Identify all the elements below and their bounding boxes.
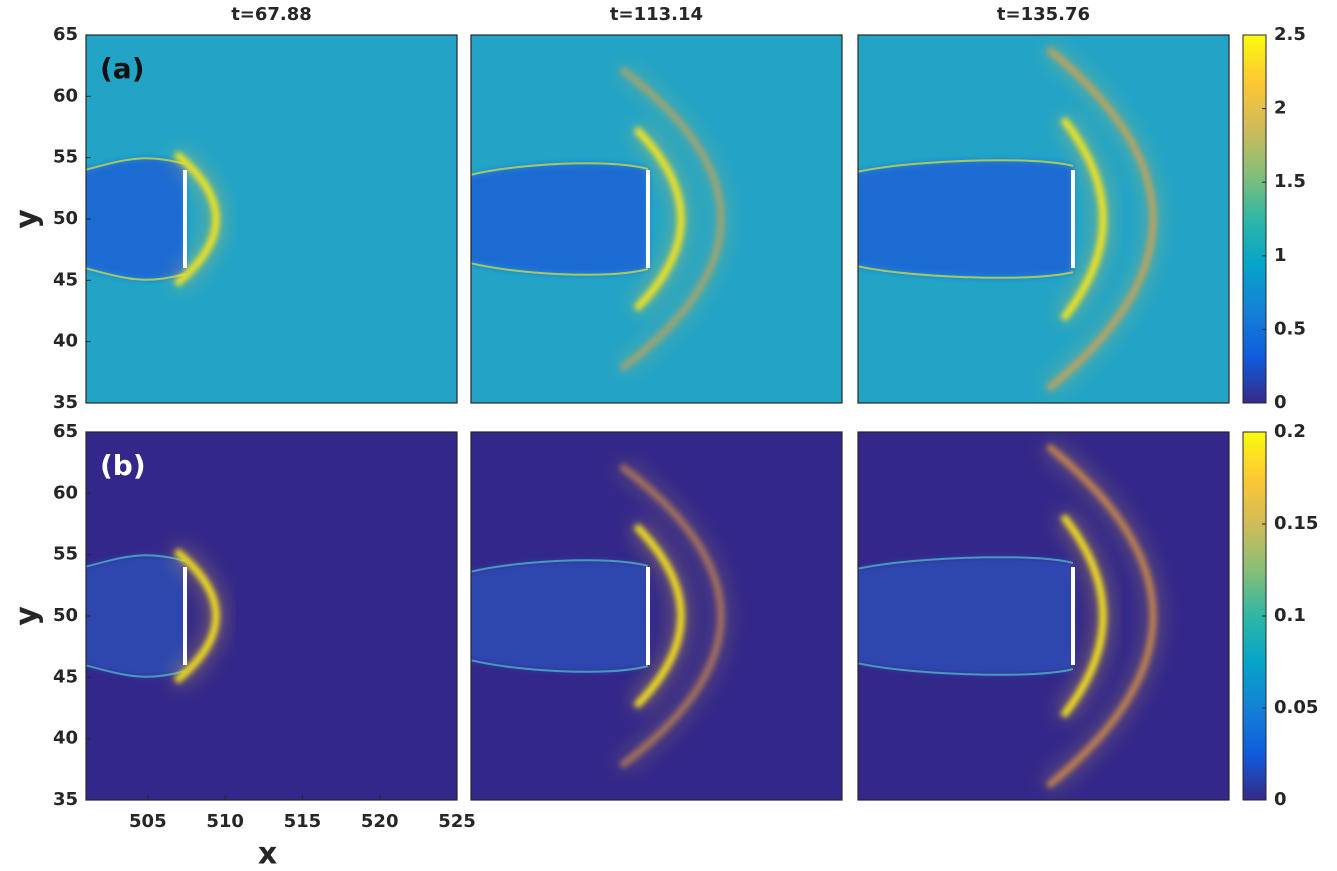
wavefront — [633, 523, 685, 709]
colorbar — [1242, 34, 1267, 404]
y-tick-label: 55 — [53, 147, 78, 168]
wavefront — [1060, 513, 1107, 719]
y-tick-label: 60 — [53, 482, 78, 503]
y-tick-label: 55 — [53, 544, 78, 565]
x-tick-label: 525 — [438, 811, 476, 832]
plate — [183, 567, 187, 665]
y-tick-label: 65 — [53, 421, 78, 442]
panel-title: t=67.88 — [231, 4, 312, 25]
colorbar-tick-label: 2.5 — [1274, 24, 1306, 45]
plate — [646, 170, 650, 268]
panel-frame — [470, 34, 843, 404]
x-axis-label: x — [258, 837, 277, 868]
panel-label: (a) — [100, 52, 145, 85]
wavefront — [618, 66, 725, 372]
colorbar-tick-label: 0.05 — [1274, 697, 1318, 718]
heatmap — [86, 35, 457, 403]
cavity-edge — [471, 162, 649, 276]
cavity — [858, 160, 1073, 278]
wavefront — [1045, 46, 1157, 392]
colorbar-tick-label: 0.15 — [1274, 513, 1318, 534]
y-tick-label: 45 — [53, 666, 78, 687]
heatmap — [471, 35, 842, 403]
wavefront — [618, 463, 725, 769]
plate — [183, 170, 187, 268]
wavefront — [173, 151, 220, 287]
y-tick-label: 50 — [53, 208, 78, 229]
colorbar-tick-label: 0 — [1274, 789, 1287, 810]
y-tick-label: 50 — [53, 605, 78, 626]
colorbar-tick-label: 0 — [1274, 392, 1287, 413]
y-tick-label: 65 — [53, 24, 78, 45]
x-tick-label: 515 — [284, 811, 322, 832]
heatmap — [471, 432, 842, 800]
x-tick-label: 505 — [129, 811, 167, 832]
panel-frame — [857, 34, 1230, 404]
y-axis-label: y — [10, 606, 45, 626]
y-tick-label: 40 — [53, 728, 78, 749]
colorbar-tick-label: 0.2 — [1274, 421, 1306, 442]
colorbar-tick-label: 1.5 — [1274, 171, 1306, 192]
panel-frame — [857, 431, 1230, 801]
cavity — [858, 557, 1073, 675]
x-tick-label: 510 — [206, 811, 244, 832]
wavefront — [173, 548, 220, 684]
panel-title: t=113.14 — [610, 4, 703, 25]
y-axis-label: y — [10, 209, 45, 229]
panel-title: t=135.76 — [997, 4, 1090, 25]
wavefront — [1045, 443, 1157, 789]
colorbar-tick-label: 0.5 — [1274, 318, 1306, 339]
cavity-edge — [858, 556, 1074, 676]
cavity — [86, 555, 185, 677]
y-tick-label: 35 — [53, 789, 78, 810]
plate — [1071, 170, 1075, 268]
panel-label: (b) — [100, 449, 146, 482]
heatmap — [86, 432, 457, 800]
y-tick-label: 45 — [53, 269, 78, 290]
colorbar-tick-label: 0.1 — [1274, 605, 1306, 626]
cavity — [471, 163, 648, 275]
colorbar-tick-label: 1 — [1274, 245, 1287, 266]
wavefront — [633, 126, 685, 312]
cavity-edge — [858, 159, 1074, 279]
plate — [646, 567, 650, 665]
colorbar-tick-label: 2 — [1274, 98, 1287, 119]
heatmap — [858, 35, 1229, 403]
cavity-edge — [471, 559, 649, 673]
cavity — [471, 560, 648, 672]
cavity — [86, 158, 185, 280]
panel-frame — [470, 431, 843, 801]
y-tick-label: 40 — [53, 331, 78, 352]
plate — [1071, 567, 1075, 665]
heatmap — [858, 432, 1229, 800]
x-tick-label: 520 — [361, 811, 399, 832]
wavefront — [1060, 116, 1107, 322]
y-tick-label: 35 — [53, 392, 78, 413]
y-tick-label: 60 — [53, 85, 78, 106]
